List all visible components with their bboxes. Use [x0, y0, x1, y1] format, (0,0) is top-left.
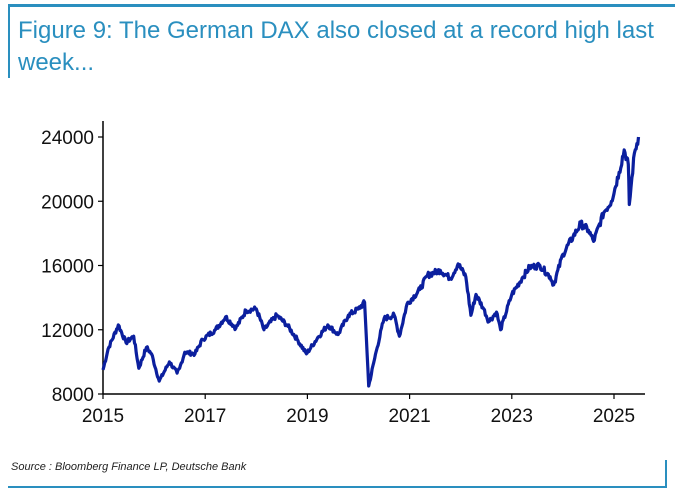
figure-title: Figure 9: The German DAX also closed at …: [18, 17, 654, 76]
x-tick-label: 2017: [184, 406, 226, 427]
y-tick-label: 12000: [41, 321, 94, 342]
right-rule: [665, 460, 667, 488]
dax-series-line: [101, 136, 641, 388]
y-tick-label: 8000: [52, 385, 94, 406]
left-rule: [8, 4, 10, 78]
x-tick-label: 2025: [593, 406, 635, 427]
bottom-rule: [8, 486, 667, 488]
x-tick-label: 2021: [388, 406, 430, 427]
y-tick-label: 20000: [41, 192, 94, 213]
top-rule: [8, 4, 675, 7]
y-tick-label: 24000: [41, 128, 94, 149]
source-note: Source : Bloomberg Finance LP, Deutsche …: [11, 461, 247, 473]
y-tick-label: 16000: [41, 257, 94, 278]
x-tick-label: 2019: [286, 406, 328, 427]
x-tick-label: 2023: [491, 406, 533, 427]
x-tick-label: 2015: [82, 406, 124, 427]
